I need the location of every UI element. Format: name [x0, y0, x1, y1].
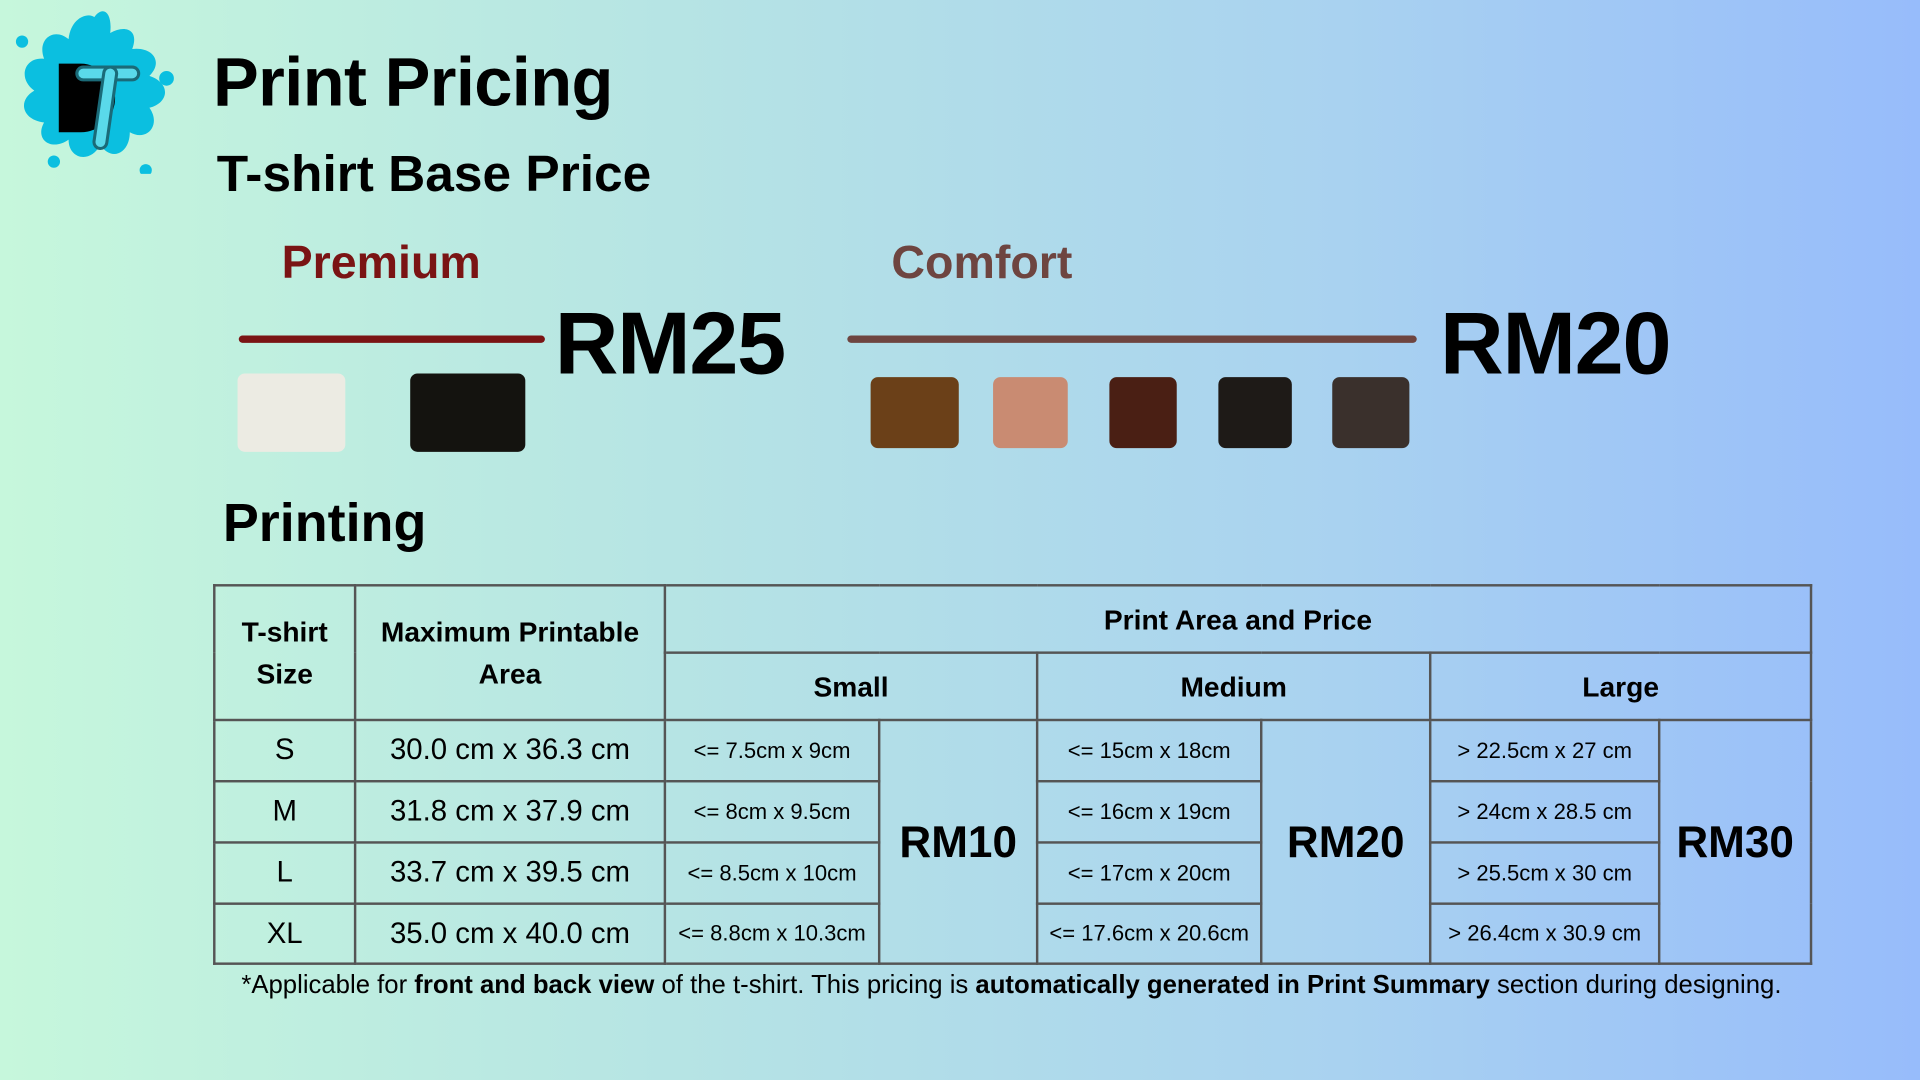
- table-row: S 30.0 cm x 36.3 cm <= 7.5cm x 9cm RM10 …: [213, 718, 1813, 965]
- header-small: Small: [663, 651, 1039, 722]
- size-cell: M: [213, 780, 357, 844]
- max-area-cell: 30.0 cm x 36.3 cm: [353, 718, 667, 783]
- table-row: XL 35.0 cm x 40.0 cm <= 8.8cm x 10.3cm <…: [213, 902, 1811, 965]
- page-title: Print Pricing: [213, 42, 613, 121]
- large-price: RM30: [1657, 718, 1813, 965]
- footnote-bold: automatically generated in Print Summary: [975, 971, 1490, 1000]
- comfort-swatch-maroon: [1109, 377, 1177, 449]
- table-row: M 31.8 cm x 37.9 cm <= 8cm x 9.5cm <= 16…: [213, 780, 1811, 844]
- comfort-divider: [847, 335, 1417, 343]
- max-area-cell: 33.7 cm x 39.5 cm: [353, 841, 667, 905]
- small-area-cell: <= 8.8cm x 10.3cm: [663, 902, 881, 965]
- large-area-cell: > 24cm x 28.5 cm: [1428, 780, 1661, 844]
- header-size: T-shirt Size: [213, 584, 357, 722]
- comfort-price: RM20: [1440, 295, 1672, 394]
- comfort-label: Comfort: [891, 237, 1073, 289]
- premium-divider: [238, 335, 545, 343]
- dt-logo: [15, 11, 174, 174]
- footnote-text: of the t-shirt. This pricing is: [654, 971, 976, 1000]
- size-cell: S: [213, 718, 357, 783]
- footnote: *Applicable for front and back view of t…: [213, 967, 1810, 1004]
- comfort-swatch-salmon: [993, 377, 1068, 449]
- base-price-heading: T-shirt Base Price: [216, 144, 652, 203]
- printing-heading: Printing: [222, 493, 427, 554]
- large-area-cell: > 22.5cm x 27 cm: [1428, 718, 1661, 783]
- max-area-cell: 35.0 cm x 40.0 cm: [353, 902, 667, 965]
- footnote-text: *Applicable for: [241, 971, 415, 1000]
- medium-area-cell: <= 15cm x 18cm: [1035, 718, 1263, 783]
- premium-label: Premium: [281, 237, 481, 289]
- header-large: Large: [1428, 651, 1813, 722]
- header-medium: Medium: [1035, 651, 1432, 722]
- medium-price: RM20: [1260, 718, 1432, 965]
- premium-swatch-black: [410, 373, 526, 452]
- large-area-cell: > 26.4cm x 30.9 cm: [1428, 902, 1661, 965]
- medium-area-cell: <= 17cm x 20cm: [1035, 841, 1263, 905]
- small-area-cell: <= 8.5cm x 10cm: [663, 841, 881, 905]
- header-print-area-price: Print Area and Price: [663, 584, 1813, 654]
- comfort-swatch-charcoal: [1332, 377, 1410, 449]
- size-cell: XL: [213, 902, 357, 965]
- size-cell: L: [213, 841, 357, 905]
- medium-area-cell: <= 16cm x 19cm: [1035, 780, 1263, 844]
- medium-area-cell: <= 17.6cm x 20.6cm: [1035, 902, 1263, 965]
- footnote-text: section during designing.: [1489, 971, 1782, 1000]
- premium-price: RM25: [554, 295, 787, 394]
- comfort-swatch-black: [1218, 377, 1292, 449]
- table-row: L 33.7 cm x 39.5 cm <= 8.5cm x 10cm <= 1…: [213, 841, 1811, 905]
- comfort-swatch-brown: [870, 377, 959, 449]
- large-area-cell: > 25.5cm x 30 cm: [1428, 841, 1661, 905]
- small-area-cell: <= 8cm x 9.5cm: [663, 780, 881, 844]
- footnote-bold: front and back view: [414, 971, 655, 1000]
- small-price: RM10: [877, 718, 1039, 965]
- small-area-cell: <= 7.5cm x 9cm: [663, 718, 881, 783]
- header-max-area: Maximum Printable Area: [353, 584, 667, 722]
- premium-swatch-white: [237, 373, 346, 452]
- max-area-cell: 31.8 cm x 37.9 cm: [353, 780, 667, 844]
- print-pricing-table: T-shirt Size Maximum Printable Area Prin…: [213, 584, 1813, 965]
